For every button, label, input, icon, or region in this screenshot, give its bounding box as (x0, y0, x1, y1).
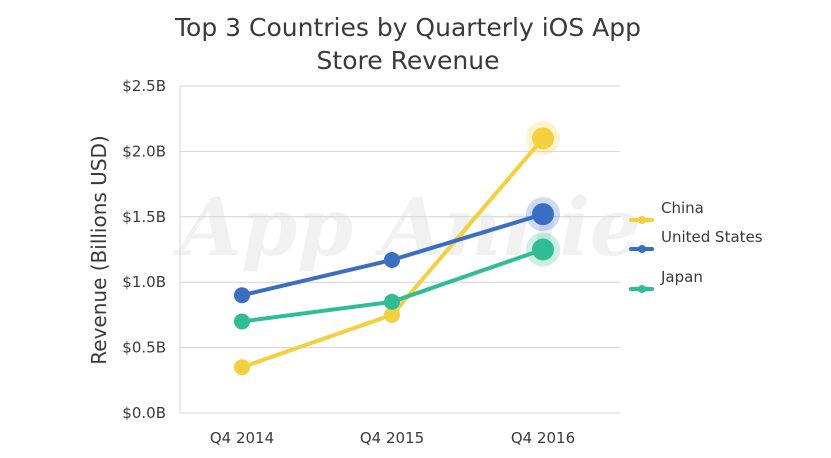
series-lines (234, 121, 560, 376)
legend-label: United States (661, 228, 763, 246)
y-tick-label: $2.5B (122, 77, 166, 95)
gridlines (179, 85, 620, 414)
y-tick-label: $0.5B (122, 339, 166, 357)
data-point (234, 287, 250, 304)
chart-title: Top 3 Countries by Quarterly iOS App Sto… (174, 13, 641, 75)
x-tick-label: Q4 2014 (210, 429, 274, 447)
data-point (384, 251, 400, 268)
x-tick-label: Q4 2015 (360, 429, 424, 447)
data-point (532, 238, 554, 261)
data-point (234, 313, 250, 330)
chart-title-line-1: Top 3 Countries by Quarterly iOS App (174, 13, 641, 42)
legend: China United States Japan (629, 199, 763, 293)
watermark-logo: App Annie (172, 180, 640, 274)
data-point (532, 127, 554, 150)
y-axis-title: Revenue (Billions USD) (87, 135, 111, 364)
legend-label: China (661, 199, 704, 217)
x-tick-label: Q4 2016 (511, 429, 575, 447)
legend-marker (638, 285, 646, 293)
data-point (532, 203, 554, 226)
chart-title-line-2: Store Revenue (317, 46, 500, 75)
x-axis-ticks: Q4 2014 Q4 2015 Q4 2016 (210, 429, 575, 447)
y-tick-label: $0.0B (122, 404, 166, 422)
data-point (234, 359, 250, 376)
legend-marker (638, 216, 646, 224)
legend-marker (638, 245, 646, 253)
legend-label: Japan (660, 268, 703, 286)
data-point (384, 293, 400, 310)
y-tick-label: $1.5B (122, 208, 166, 226)
y-axis-ticks: $0.0B $0.5B $1.0B $1.5B $2.0B $2.5B (122, 77, 166, 422)
y-tick-label: $1.0B (122, 273, 166, 291)
y-tick-label: $2.0B (122, 142, 166, 160)
data-point (384, 306, 400, 323)
